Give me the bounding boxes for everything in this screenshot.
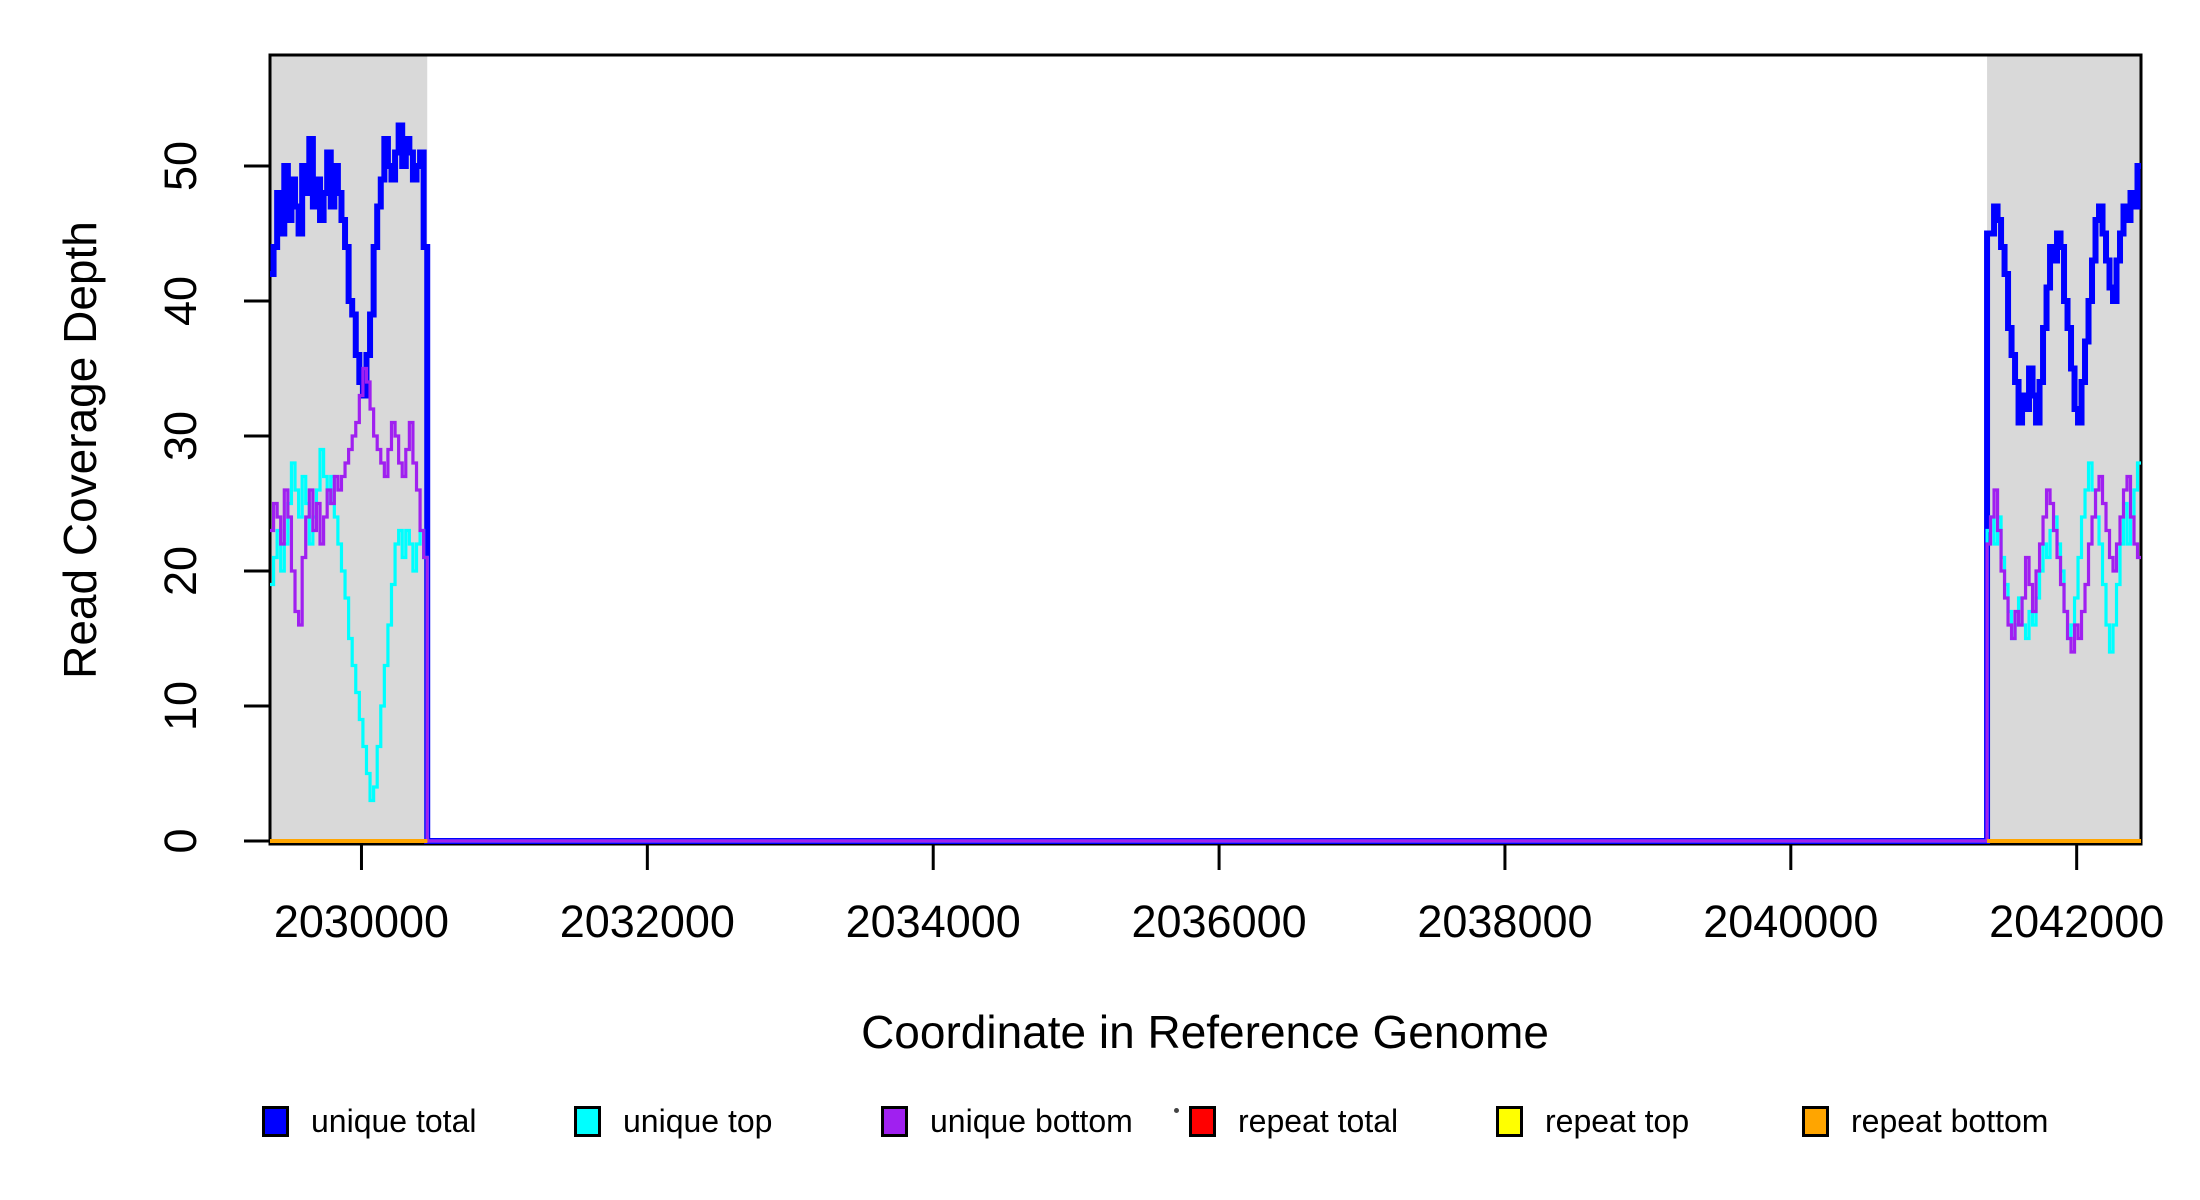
x-tick-label: 2042000: [1989, 896, 2164, 947]
series-unique-bottom: [270, 366, 2141, 843]
shaded-region-1: [1987, 55, 2141, 844]
y-tick-label: 50: [155, 141, 206, 191]
y-tick-label: 30: [155, 411, 206, 461]
stray-mark: [1174, 1108, 1179, 1113]
y-tick-label: 0: [155, 828, 206, 853]
x-tick-label: 2030000: [274, 896, 449, 947]
y-tick-label: 40: [155, 276, 206, 326]
x-tick-label: 2038000: [1417, 896, 1592, 947]
series-unique-top: [270, 447, 2141, 843]
x-tick-label: 2036000: [1131, 896, 1306, 947]
y-tick-label: 10: [155, 681, 206, 731]
x-tick-label: 2040000: [1703, 896, 1878, 947]
plot-box: [268, 53, 2143, 846]
y-axis-title: Read Coverage Depth: [54, 221, 106, 679]
x-tick-label: 2034000: [846, 896, 1021, 947]
x-axis-title: Coordinate in Reference Genome: [861, 1006, 1549, 1058]
y-tick-label: 20: [155, 546, 206, 596]
x-tick-label: 2032000: [560, 896, 735, 947]
series-unique-total: [270, 122, 2141, 844]
